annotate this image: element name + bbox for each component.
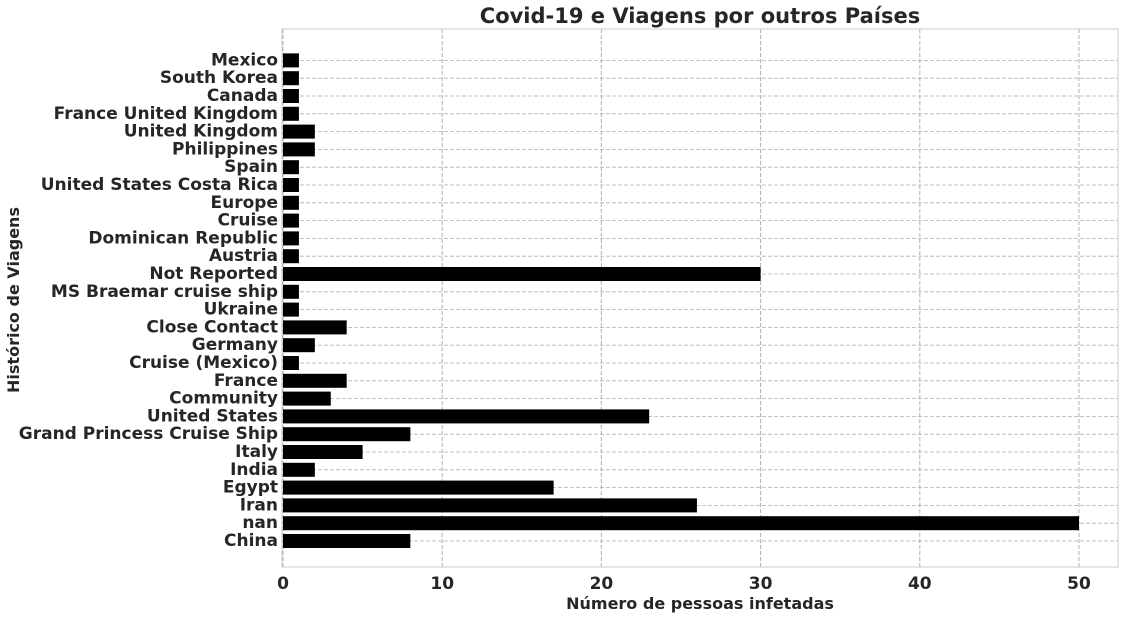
x-tick-label: 20 — [590, 574, 614, 594]
y-tick-label: Grand Princess Cruise Ship — [19, 424, 278, 444]
y-tick-label: China — [224, 531, 278, 551]
y-tick-label: Austria — [209, 246, 278, 266]
bar — [283, 106, 299, 121]
y-tick-label: Ukraine — [204, 300, 278, 320]
y-tick-label: Mexico — [211, 50, 278, 70]
bar — [283, 284, 299, 299]
x-tick-label: 10 — [430, 574, 454, 594]
y-tick-label: Close Contact — [146, 317, 278, 337]
y-tick-label: France — [214, 371, 278, 391]
y-tick-label: Philippines — [172, 139, 278, 159]
y-tick-label: Cruise (Mexico) — [129, 353, 278, 373]
bar — [283, 89, 299, 103]
bar — [283, 71, 299, 86]
y-tick-label: France United Kingdom — [54, 104, 278, 124]
y-tick-label: South Korea — [160, 68, 278, 88]
y-tick-label: United Kingdom — [124, 122, 278, 142]
bar — [283, 249, 299, 264]
y-axis-label: Histórico de Viagens — [4, 207, 23, 393]
y-tick-label: India — [230, 460, 278, 480]
y-tick-label: United States Costa Rica — [41, 175, 278, 195]
bar — [283, 516, 1079, 531]
bar — [283, 267, 761, 281]
chart-title: Covid-19 e Viagens por outros Países — [480, 4, 920, 28]
y-tick-label: Italy — [235, 442, 278, 462]
x-tick-label: 30 — [749, 574, 773, 594]
bar — [283, 445, 363, 459]
bar — [283, 231, 299, 246]
y-tick-label: Community — [169, 389, 278, 409]
bar — [283, 391, 331, 406]
y-tick-label: Europe — [211, 193, 278, 213]
y-tick-label: MS Braemar cruise ship — [51, 282, 278, 302]
y-tick-label: Not Reported — [149, 264, 278, 284]
y-tick-label: nan — [242, 513, 278, 533]
bar — [283, 498, 697, 513]
y-tick-label: Egypt — [223, 478, 278, 498]
bar — [283, 302, 299, 317]
bar — [283, 160, 299, 175]
bar — [283, 373, 347, 388]
y-tick-label: Iran — [240, 495, 278, 515]
bar — [283, 480, 554, 495]
y-tick-label: Dominican Republic — [88, 228, 278, 248]
bar — [283, 356, 299, 370]
bar — [283, 53, 299, 68]
y-tick-label: Germany — [192, 335, 278, 355]
bar — [283, 124, 315, 139]
bar — [283, 409, 650, 424]
bars — [283, 53, 1079, 548]
x-axis-label: Número de pessoas infetadas — [566, 594, 834, 613]
bar — [283, 338, 315, 353]
x-tick-label: 0 — [277, 574, 289, 594]
y-tick-label: United States — [147, 406, 278, 426]
x-tick-label: 40 — [908, 574, 932, 594]
bar — [283, 534, 411, 548]
bar — [283, 427, 411, 442]
x-tick-labels: 0 10 20 30 40 50 — [277, 574, 1091, 594]
bar — [283, 195, 299, 210]
plot-frame — [281, 28, 1119, 568]
y-tick-label: Cruise — [218, 211, 278, 231]
bar — [283, 213, 299, 228]
bar — [283, 320, 347, 335]
bar — [283, 142, 315, 157]
y-tick-label: Spain — [224, 157, 278, 177]
bar — [283, 462, 315, 477]
x-tick-label: 50 — [1067, 574, 1091, 594]
y-tick-label: Canada — [207, 86, 278, 106]
bar — [283, 178, 299, 192]
